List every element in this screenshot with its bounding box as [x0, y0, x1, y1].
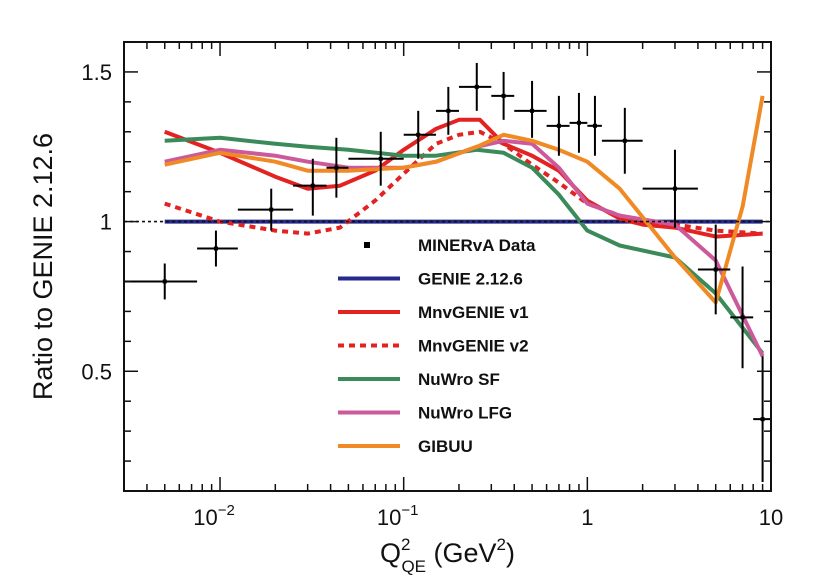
data-point: [491, 71, 515, 120]
legend-label: NuWro SF: [418, 370, 500, 389]
data-marker: [213, 246, 218, 251]
x-tick-label: 10: [759, 505, 783, 530]
legend-label: MnvGENIE v1: [418, 303, 529, 322]
x-axis-title-unit-close: ): [506, 538, 515, 568]
data-point: [753, 356, 771, 483]
data-point: [569, 92, 588, 153]
y-tick-label: 0.5: [81, 359, 112, 384]
data-marker: [474, 84, 479, 89]
legend-label: NuWro LFG: [418, 404, 512, 423]
x-tick-base: 10: [193, 505, 217, 530]
data-marker: [713, 267, 718, 272]
data-marker: [162, 279, 167, 284]
legend: MINERvA Data GENIE 2.12.6 MnvGENIE v1 MnvGE…: [338, 236, 536, 456]
data-point: [642, 149, 698, 228]
y-axis-title: Ratio to GENIE 2.12.6: [28, 133, 58, 400]
data-point: [348, 131, 404, 186]
data-point: [436, 86, 459, 135]
legend-entry: GENIE 2.12.6: [338, 270, 523, 289]
x-tick-label: 10−1: [377, 502, 419, 530]
legend-entry: MnvGENIE v1: [338, 303, 529, 322]
data-point: [197, 230, 238, 267]
legend-entry: NuWro LFG: [338, 404, 512, 423]
legend-label: GENIE 2.12.6: [418, 270, 523, 289]
legend-label: MINERvA Data: [418, 236, 536, 255]
series-line-gibuu: [164, 95, 765, 305]
data-point: [546, 95, 570, 156]
data-marker: [378, 156, 383, 161]
data-marker: [592, 123, 597, 128]
data-point: [730, 266, 754, 369]
data-marker: [760, 417, 765, 422]
x-tick-base: 10: [377, 505, 401, 530]
data-marker: [416, 132, 421, 137]
data-point: [458, 62, 492, 111]
legend-entry: MnvGENIE v2: [338, 337, 529, 356]
data-marker: [446, 108, 451, 113]
data-point: [326, 137, 349, 198]
series-line-mnvgenie-v1: [163, 117, 763, 239]
legend-entry: NuWro SF: [338, 370, 500, 389]
data-point: [124, 263, 198, 300]
x-tick-label: 10−2: [193, 502, 235, 530]
data-point: [587, 95, 602, 156]
x-tick-exponent: −2: [218, 502, 235, 519]
x-axis-title-unit-open: (GeV: [426, 538, 497, 568]
data-marker: [269, 207, 274, 212]
x-tick-exponent: −1: [401, 502, 418, 519]
data-marker: [672, 186, 677, 191]
y-tick-label: 1: [100, 210, 112, 235]
x-axis-title-sub: QE: [401, 557, 426, 576]
data-point: [697, 224, 731, 315]
data-marker: [334, 165, 339, 170]
data-point: [293, 158, 327, 216]
legend-entry: GIBUU: [338, 437, 473, 456]
data-marker: [530, 108, 535, 113]
legend-marker-data: [364, 242, 370, 248]
x-axis-title-unit-sup: 2: [497, 535, 506, 554]
data-marker: [310, 183, 315, 188]
legend-label: GIBUU: [418, 437, 473, 456]
data-marker: [501, 93, 506, 98]
series-line-nuwro-sf: [164, 135, 765, 355]
x-axis-title-main: Q: [380, 538, 401, 568]
data-marker: [740, 315, 745, 320]
data-point: [403, 110, 437, 159]
data-point: [601, 107, 643, 174]
data-point: [237, 188, 294, 231]
data-marker: [556, 123, 561, 128]
x-axis-title-sup: 2: [401, 535, 410, 554]
x-tick-label: 1: [581, 505, 593, 530]
data-marker: [576, 120, 581, 125]
legend-entry: MINERvA Data: [364, 236, 536, 255]
data-point: [514, 80, 547, 138]
plot-frame: [123, 41, 772, 492]
x-axis-title: Q2 QE (GeV2): [380, 535, 515, 576]
legend-label: MnvGENIE v2: [418, 337, 529, 356]
data-marker: [622, 138, 627, 143]
y-tick-label: 1.5: [81, 60, 112, 85]
plot-area: [124, 62, 771, 483]
